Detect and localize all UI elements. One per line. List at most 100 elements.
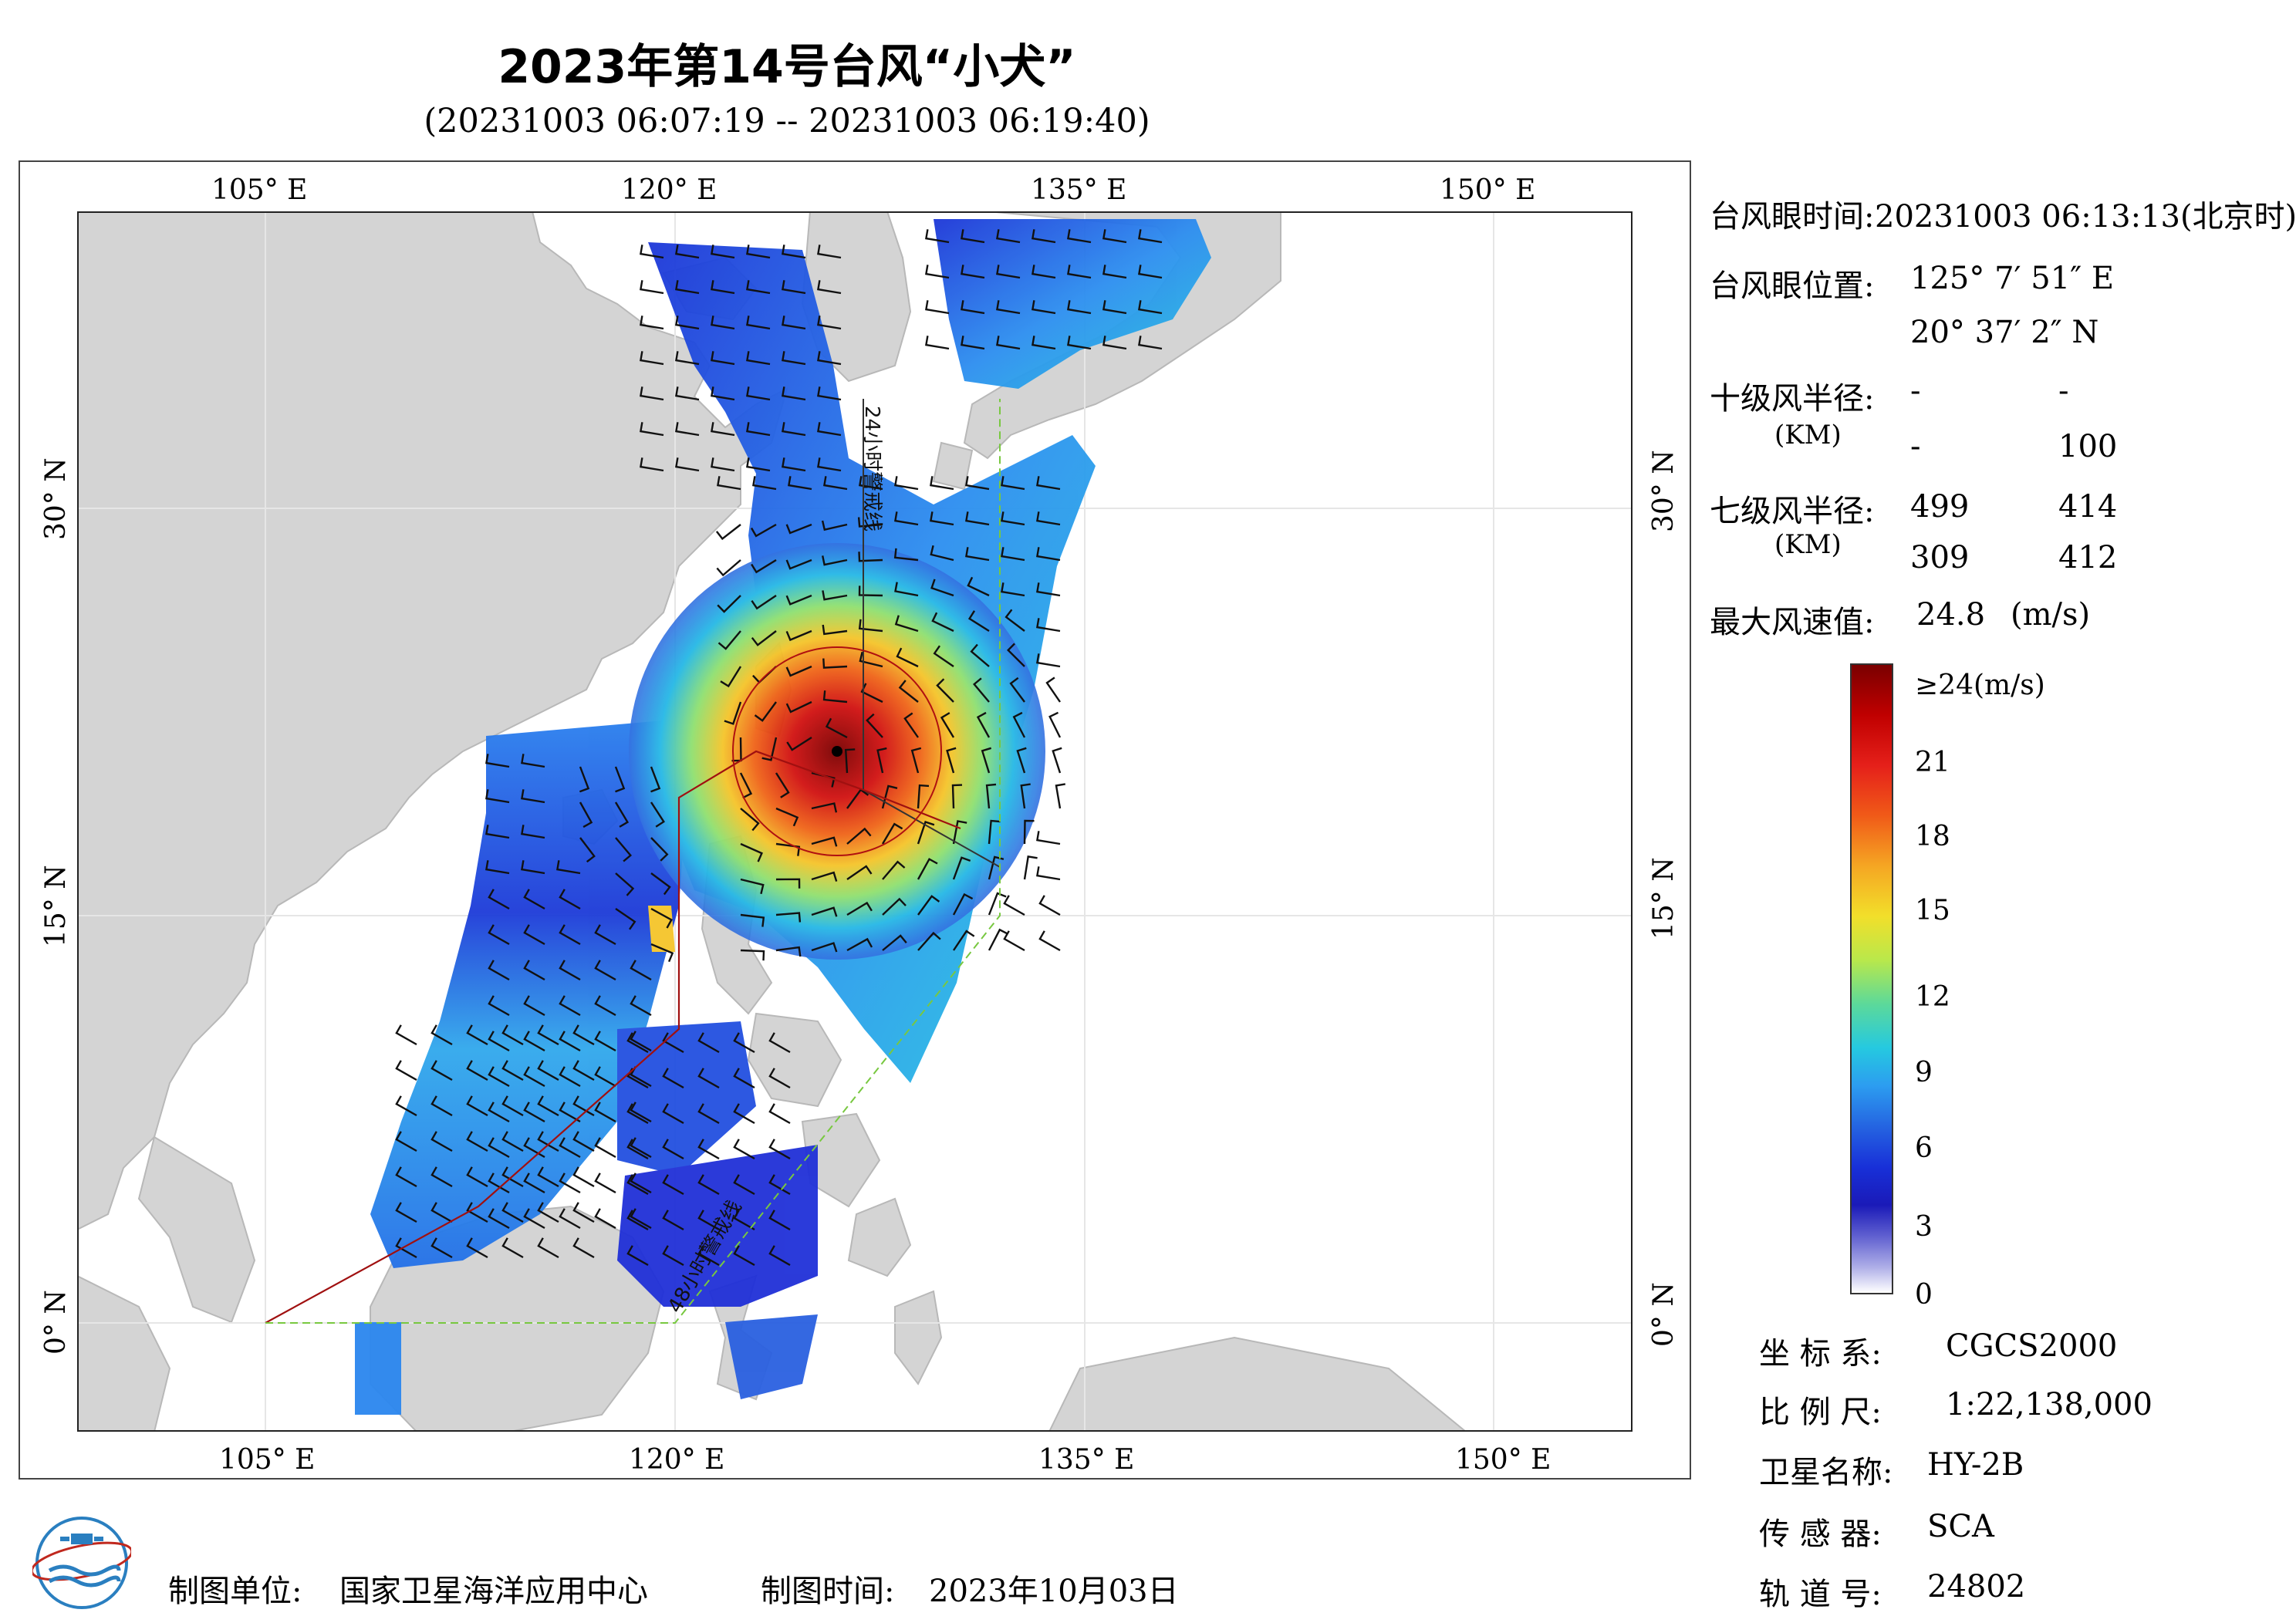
- wind-barb-177: [988, 819, 1001, 845]
- wind-barb-352: [626, 1245, 649, 1267]
- wind-barb-195: [917, 895, 940, 916]
- wind-barb-290: [537, 1060, 559, 1081]
- max-wind-value: 24.8: [1916, 597, 1986, 633]
- wind-barb-58: [996, 300, 1021, 315]
- wind-barb-92: [785, 558, 812, 570]
- wind-barb-335: [733, 1103, 755, 1125]
- colorbar-label-0: 0: [1915, 1279, 1933, 1311]
- wind-barb-354: [697, 1245, 720, 1267]
- wind-barb-269: [630, 1137, 652, 1159]
- wind-barb-339: [697, 1139, 720, 1160]
- wind-barb-325: [733, 1032, 755, 1054]
- wind-barb-224: [650, 837, 669, 862]
- map-border: [77, 211, 1633, 1432]
- wind-barb-353: [662, 1245, 684, 1267]
- wind-barb-80: [715, 524, 741, 541]
- wind-barb-22: [782, 351, 806, 366]
- wind-barb-282: [466, 1024, 488, 1046]
- wind-barb-77: [965, 476, 990, 491]
- wind-barb-158: [1016, 747, 1027, 774]
- wind-barb-95: [893, 548, 919, 562]
- wind-barb-200: [740, 949, 765, 961]
- wind-barb-316: [395, 1237, 417, 1259]
- lat-tick-right-0: 0° N: [1648, 1282, 1680, 1347]
- wind-barb-71: [752, 476, 777, 491]
- wind-barb-53: [1067, 265, 1092, 279]
- wind-barb-299: [430, 1131, 453, 1152]
- wind-barb-146: [940, 712, 955, 738]
- wind-barb-43: [961, 229, 985, 244]
- wind-barb-300: [466, 1131, 488, 1152]
- wind-barb-204: [882, 934, 907, 951]
- wind-barb-55: [1138, 265, 1163, 279]
- warning-label-24h: 24小时警戒线: [860, 406, 883, 531]
- r7-unit: (KM): [1774, 529, 1842, 560]
- wind-barb-338: [662, 1139, 684, 1160]
- wind-barb-149: [1048, 711, 1062, 738]
- wind-barb-164: [881, 785, 898, 809]
- wind-barb-122: [785, 665, 812, 677]
- wind-barb-197: [988, 892, 1007, 916]
- wind-barb-23: [817, 351, 842, 366]
- wind-barb-8: [711, 280, 735, 295]
- wind-barb-26: [711, 386, 735, 401]
- wind-barb-18: [640, 351, 664, 366]
- wind-barb-329: [697, 1068, 720, 1089]
- wind-barb-292: [395, 1095, 417, 1117]
- wind-barb-270: [488, 1173, 510, 1194]
- wind-barb-114: [858, 619, 883, 633]
- wind-barb-15: [746, 315, 771, 330]
- wind-barb-46: [1067, 229, 1092, 244]
- wind-barb-236: [523, 924, 545, 946]
- wind-barb-281: [430, 1024, 453, 1046]
- wind-barb-244: [630, 960, 652, 981]
- wind-barb-286: [395, 1060, 417, 1081]
- colorbar-label-18: 18: [1915, 821, 1950, 852]
- wind-barb-271: [523, 1173, 545, 1194]
- wind-barb-343: [662, 1174, 684, 1196]
- wind-barb-167: [985, 783, 997, 809]
- wind-barb-309: [572, 1166, 595, 1188]
- wind-barb-106: [930, 579, 954, 597]
- wind-barb-34: [782, 422, 806, 437]
- wind-barb-113: [822, 624, 848, 636]
- wind-barb-334: [697, 1103, 720, 1125]
- wind-barb-340: [733, 1139, 755, 1160]
- wind-barb-74: [859, 476, 883, 491]
- coord-system-value: CGCS2000: [1946, 1328, 2118, 1364]
- wind-barb-328: [662, 1068, 684, 1089]
- wind-barb-156: [946, 747, 957, 774]
- lat-tick-left-15: 15° N: [40, 865, 72, 947]
- wind-barb-226: [521, 860, 545, 875]
- r10-ne: -: [1910, 373, 1921, 409]
- wind-barb-203: [846, 937, 873, 952]
- wind-barb-233: [615, 908, 636, 930]
- lat-tick-left-30: 30° N: [40, 457, 72, 540]
- wind-barb-144: [866, 713, 883, 738]
- wind-barb-166: [951, 784, 963, 809]
- wind-barb-109: [1036, 582, 1061, 597]
- wind-barb-79: [1036, 476, 1061, 491]
- wind-barb-147: [976, 711, 991, 738]
- wind-barb-235: [488, 924, 510, 946]
- wind-barb-277: [559, 1208, 581, 1230]
- wind-barb-105: [894, 582, 919, 597]
- wind-barb-174: [881, 822, 903, 845]
- wind-barb-145: [903, 712, 919, 738]
- wind-barb-261: [523, 1102, 545, 1123]
- wind-barb-97: [965, 547, 990, 562]
- lon-tick-top-150: 150° E: [1440, 174, 1536, 206]
- wind-barb-288: [466, 1060, 488, 1081]
- wind-barb-175: [917, 820, 935, 845]
- swath-banda: [725, 1314, 818, 1399]
- lat-tick-right-30: 30° N: [1648, 450, 1680, 532]
- eye-longitude: 125° 7′ 51″ E: [1910, 261, 2115, 296]
- wind-barb-318: [466, 1237, 488, 1259]
- lat-tick-left-0: 0° N: [40, 1290, 72, 1355]
- lon-tick-bottom-150: 150° E: [1455, 1444, 1551, 1476]
- colorbar-label-3: 3: [1915, 1211, 1933, 1243]
- wind-barb-239: [650, 943, 674, 963]
- wind-barb-60: [1067, 300, 1092, 315]
- wind-barb-135: [898, 680, 919, 703]
- wind-barbs: [395, 229, 1163, 1267]
